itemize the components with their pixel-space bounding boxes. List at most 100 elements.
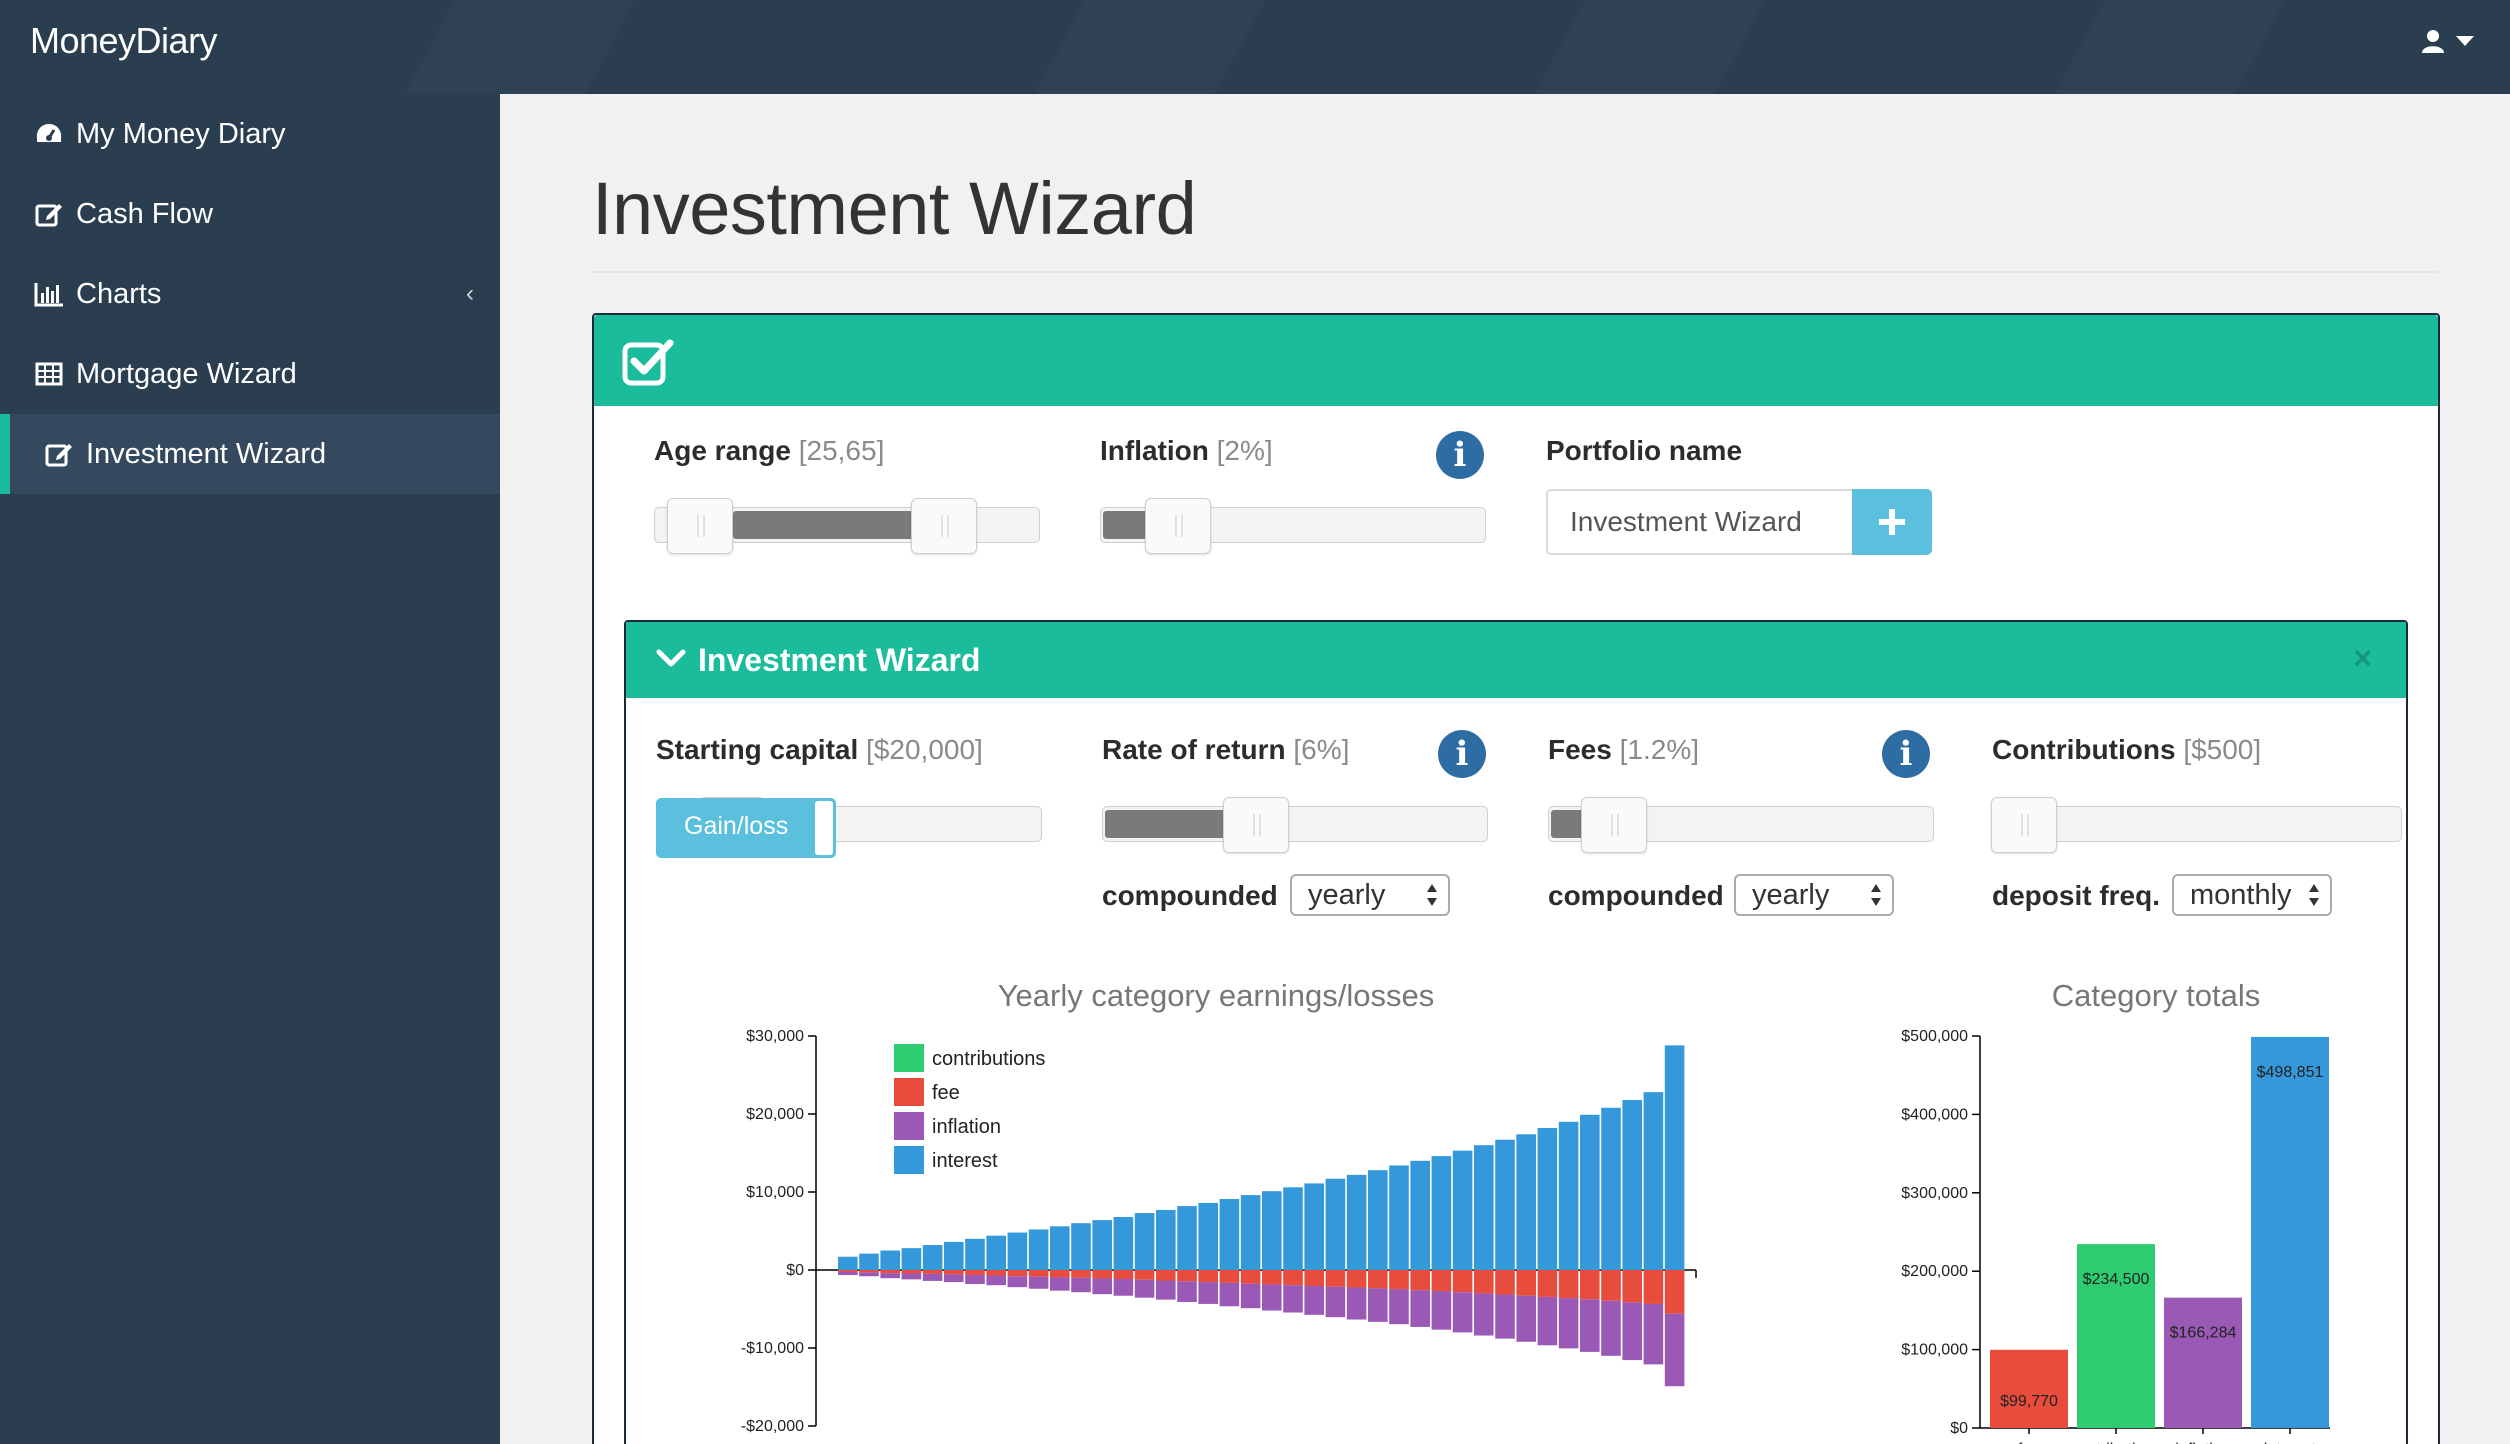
bar-interest <box>965 1238 985 1270</box>
sidebar-item-investment-wizard[interactable]: Investment Wizard <box>0 414 500 494</box>
legend-label: interest <box>932 1150 998 1172</box>
bar-interest <box>944 1241 964 1270</box>
bar-inflation <box>1177 1281 1197 1302</box>
inflation-slider[interactable] <box>1100 498 1486 554</box>
bar-inflation <box>1537 1296 1558 1346</box>
bar-inflation <box>1198 1282 1218 1304</box>
bar-inflation <box>1007 1276 1028 1288</box>
bar-fee <box>1431 1270 1452 1292</box>
portfolio-name-input[interactable] <box>1546 489 1852 555</box>
age-range-value: [25,65] <box>798 435 885 466</box>
category-totals-chart: Category totals $500,000 $400,000 $300,000 $… <box>1901 978 2330 1444</box>
plus-icon <box>1879 509 1905 535</box>
toggle-knob <box>815 801 833 855</box>
close-icon[interactable]: × <box>2353 640 2372 676</box>
info-icon[interactable]: i <box>1882 730 1930 778</box>
age-range-min-handle[interactable] <box>667 498 733 554</box>
bar-interest <box>2251 1036 2329 1428</box>
bar-interest <box>1156 1209 1176 1270</box>
bar-interest <box>1537 1128 1558 1270</box>
bar-fee <box>1622 1270 1642 1303</box>
sidebar-item-cash-flow[interactable]: Cash Flow <box>0 174 500 254</box>
bar-interest <box>1601 1107 1621 1270</box>
bar-value-label: $166,284 <box>2170 1325 2237 1342</box>
bar-interest <box>1325 1178 1346 1270</box>
age-range-max-handle[interactable] <box>911 498 977 554</box>
dashboard-icon <box>34 119 64 149</box>
bar-inflation <box>1262 1284 1282 1311</box>
starting-capital-label: Starting capital [$20,000] <box>656 734 983 765</box>
contributions-handle[interactable] <box>1991 797 2057 853</box>
rate-compounded-select[interactable]: yearly <box>1290 874 1450 916</box>
bar-fee <box>1452 1270 1473 1293</box>
bar-contributions <box>2077 1244 2155 1428</box>
info-icon[interactable]: i <box>1438 730 1486 778</box>
fees-handle[interactable] <box>1581 797 1647 853</box>
bar-chart-icon <box>34 279 64 309</box>
bar-fee <box>1071 1270 1091 1278</box>
bar-inflation <box>1452 1292 1473 1333</box>
y-tick-label: $0 <box>1950 1420 1968 1437</box>
y-tick-label: $500,000 <box>1901 1028 1968 1045</box>
bar-inflation <box>1219 1282 1240 1307</box>
edit-icon <box>34 199 64 229</box>
user-icon <box>2422 30 2444 53</box>
bar-fee <box>1495 1270 1515 1295</box>
investment-panel-title[interactable]: Investment Wizard <box>698 642 981 678</box>
bar-fee <box>1177 1270 1197 1282</box>
yearly-earnings-chart: Yearly category earnings/losses $30,000 $2… <box>741 978 1697 1435</box>
deposit-freq-select[interactable]: monthly <box>2172 874 2332 916</box>
inflation-handle[interactable] <box>1145 498 1211 554</box>
bar-inflation <box>1092 1278 1112 1295</box>
chevron-down-icon[interactable] <box>656 646 686 670</box>
bar-inflation <box>1410 1290 1430 1327</box>
navbar-pattern <box>2055 0 2285 94</box>
fees-slider[interactable] <box>1548 797 1934 853</box>
bar-inflation <box>1389 1289 1409 1325</box>
fees-compounded-label: compounded <box>1548 880 1724 911</box>
fees-compounded-select[interactable]: yearly <box>1734 874 1894 916</box>
bar-fee <box>1990 1349 2068 1428</box>
edit-icon <box>44 439 74 469</box>
contributions-value: [$500] <box>2183 734 2262 765</box>
bar-inflation <box>986 1275 1006 1286</box>
bar-fee <box>1028 1270 1049 1277</box>
bar-inflation <box>1368 1288 1388 1322</box>
checkbox-checked-icon[interactable] <box>622 337 674 387</box>
user-menu[interactable] <box>2420 28 2474 54</box>
legend-label: contributions <box>932 1048 1045 1070</box>
bar-interest <box>1558 1121 1579 1270</box>
select-arrows-icon <box>1427 884 1437 906</box>
bar-fee <box>1304 1270 1324 1286</box>
rate-of-return-handle[interactable] <box>1223 797 1289 853</box>
brand-logo[interactable]: MoneyDiary <box>30 20 218 61</box>
sidebar-item-my-money-diary[interactable]: My Money Diary <box>0 94 500 174</box>
gain-loss-toggle[interactable]: Gain/loss <box>656 798 836 858</box>
info-icon[interactable]: i <box>1436 431 1484 479</box>
bar-inflation <box>859 1272 879 1277</box>
bar-interest <box>1283 1187 1303 1270</box>
rate-of-return-slider[interactable] <box>1102 797 1488 853</box>
bar-inflation <box>838 1271 858 1276</box>
bar-interest <box>901 1248 922 1270</box>
age-range-slider[interactable] <box>654 498 1040 554</box>
bar-fee <box>859 1270 879 1273</box>
bar-fee <box>1389 1270 1409 1290</box>
sidebar-item-mortgage-wizard[interactable]: Mortgage Wizard <box>0 334 500 414</box>
bar-fee <box>965 1270 985 1276</box>
navbar-pattern <box>1535 0 1765 94</box>
bar-fee <box>1113 1270 1134 1279</box>
select-arrows-icon <box>2309 884 2319 906</box>
contributions-slider[interactable] <box>1991 797 2402 853</box>
sidebar-item-label: Investment Wizard <box>86 437 327 470</box>
add-portfolio-button[interactable] <box>1852 489 1932 555</box>
rate-of-return-fill <box>1105 810 1229 838</box>
x-tick-label: contributions <box>2071 1441 2162 1444</box>
bar-fee <box>1537 1270 1558 1297</box>
bar-inflation <box>1643 1303 1664 1365</box>
deposit-freq-label: deposit freq. <box>1992 880 2161 911</box>
chevron-left-icon[interactable]: ‹ <box>466 280 474 307</box>
sidebar-item-charts[interactable]: Charts ‹ <box>0 254 500 334</box>
bar-interest <box>1474 1145 1494 1270</box>
bar-fee <box>1240 1270 1261 1284</box>
